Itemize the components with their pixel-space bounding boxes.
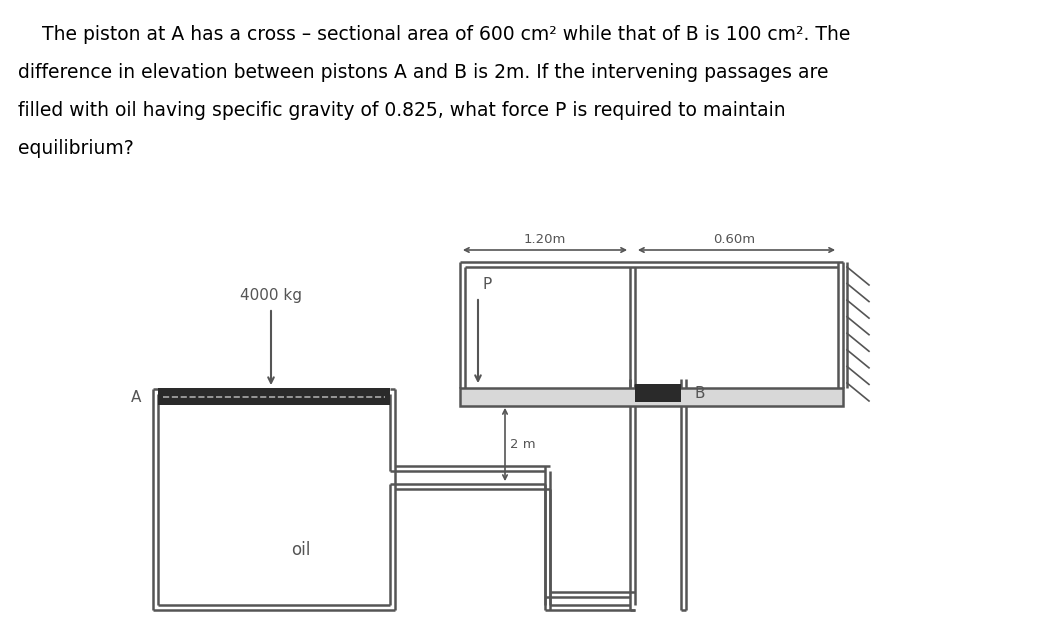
Text: P: P — [482, 277, 492, 292]
Text: 1.20m: 1.20m — [524, 233, 566, 246]
Text: The piston at A has a cross – sectional area of 600 cm² while that of B is 100 c: The piston at A has a cross – sectional … — [18, 25, 850, 44]
Text: B: B — [693, 386, 705, 401]
Bar — [460, 388, 843, 406]
Bar — [158, 388, 390, 405]
Text: filled with oil having specific gravity of 0.825, what force P is required to ma: filled with oil having specific gravity … — [18, 101, 786, 120]
Bar — [635, 384, 681, 402]
Text: equilibrium?: equilibrium? — [18, 139, 134, 158]
Text: difference in elevation between pistons A and B is 2m. If the intervening passag: difference in elevation between pistons … — [18, 63, 828, 82]
Text: 0.60m: 0.60m — [713, 233, 755, 246]
Text: 2 m: 2 m — [510, 439, 536, 451]
Text: 4000 kg: 4000 kg — [240, 288, 302, 303]
Text: A: A — [131, 389, 141, 404]
Text: oil: oil — [292, 541, 311, 559]
